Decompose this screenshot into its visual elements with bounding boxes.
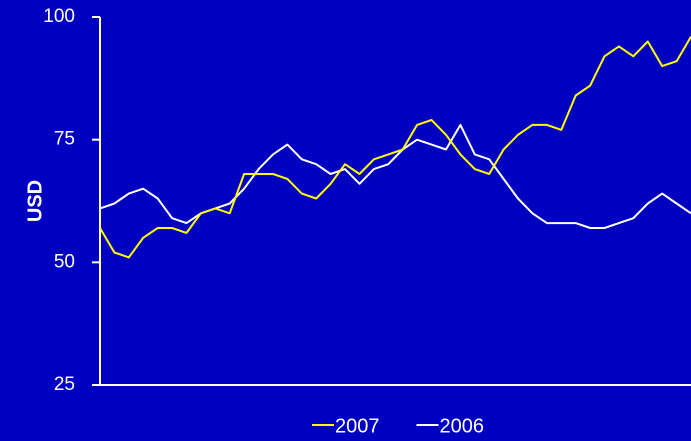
y-tick-label: 100	[43, 6, 75, 27]
line-series	[99, 36, 691, 259]
legend-label: 2007	[335, 415, 380, 437]
y-tick-label: 25	[54, 374, 75, 395]
y-axis-label: USD	[24, 180, 46, 222]
y-tick-label: 50	[54, 251, 75, 272]
y-tick-label: 75	[54, 129, 75, 150]
legend-label: 2006	[440, 415, 485, 437]
